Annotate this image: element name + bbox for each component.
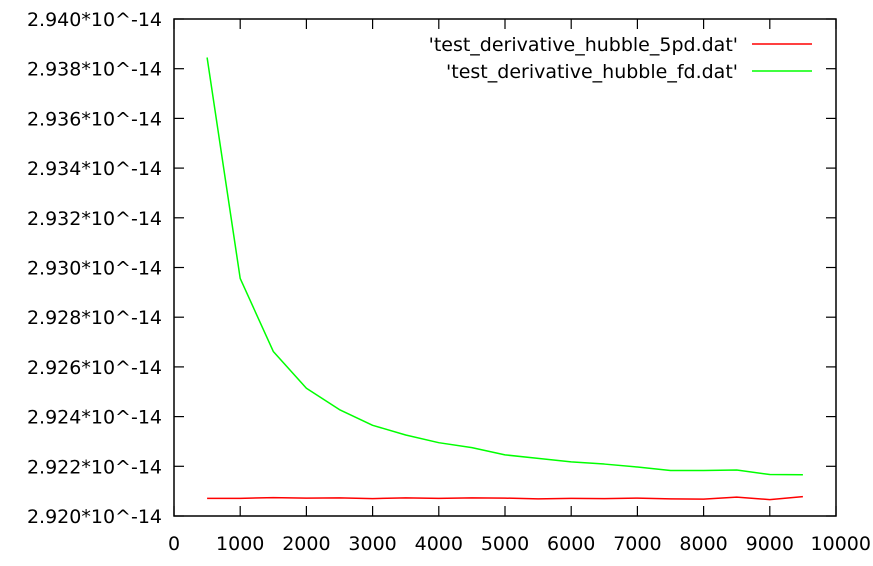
y-tick-labels: 2.920*10^-14 2.922*10^-14 2.924*10^-14 2.92… xyxy=(27,9,162,528)
y-tick-label: 2.936*10^-14 xyxy=(27,108,162,130)
x-tick-label: 6000 xyxy=(547,533,595,555)
x-tick-label: 3000 xyxy=(348,533,396,555)
series-line-0 xyxy=(207,495,803,501)
x-tick-label: 7000 xyxy=(613,533,661,555)
legend-label: 'test_derivative_hubble_fd.dat' xyxy=(446,61,738,83)
y-tick-label: 2.926*10^-14 xyxy=(27,357,162,379)
y-tick-label: 2.938*10^-14 xyxy=(27,59,162,81)
x-tick-label: 10000 xyxy=(811,533,871,555)
y-tick-label: 2.930*10^-14 xyxy=(27,258,162,280)
legend: 'test_derivative_hubble_5pd.dat' 'test_de… xyxy=(429,34,812,83)
y-tick-label: 2.932*10^-14 xyxy=(27,208,162,230)
x-tick-label: 8000 xyxy=(679,533,727,555)
x-tick-label: 4000 xyxy=(415,533,463,555)
x-tick-label: 0 xyxy=(168,533,180,555)
y-tick-label: 2.924*10^-14 xyxy=(27,407,162,429)
y-tick-label: 2.934*10^-14 xyxy=(27,158,162,180)
x-tick-label: 9000 xyxy=(746,533,794,555)
y-tick-label: 2.940*10^-14 xyxy=(27,9,162,31)
y-tick-label: 2.920*10^-14 xyxy=(27,506,162,528)
legend-label: 'test_derivative_hubble_5pd.dat' xyxy=(429,34,738,56)
tick-marks xyxy=(173,18,837,517)
x-tick-labels: 0 1000 2000 3000 4000 5000 6000 7000 8000 9000 100… xyxy=(168,533,871,555)
series-lines xyxy=(206,57,803,501)
plot-frame xyxy=(173,18,837,517)
series-line-1 xyxy=(206,57,803,476)
x-tick-label: 5000 xyxy=(481,533,529,555)
y-tick-label: 2.928*10^-14 xyxy=(27,307,162,329)
x-tick-label: 1000 xyxy=(216,533,264,555)
y-tick-label: 2.922*10^-14 xyxy=(27,456,162,478)
x-tick-label: 2000 xyxy=(282,533,330,555)
